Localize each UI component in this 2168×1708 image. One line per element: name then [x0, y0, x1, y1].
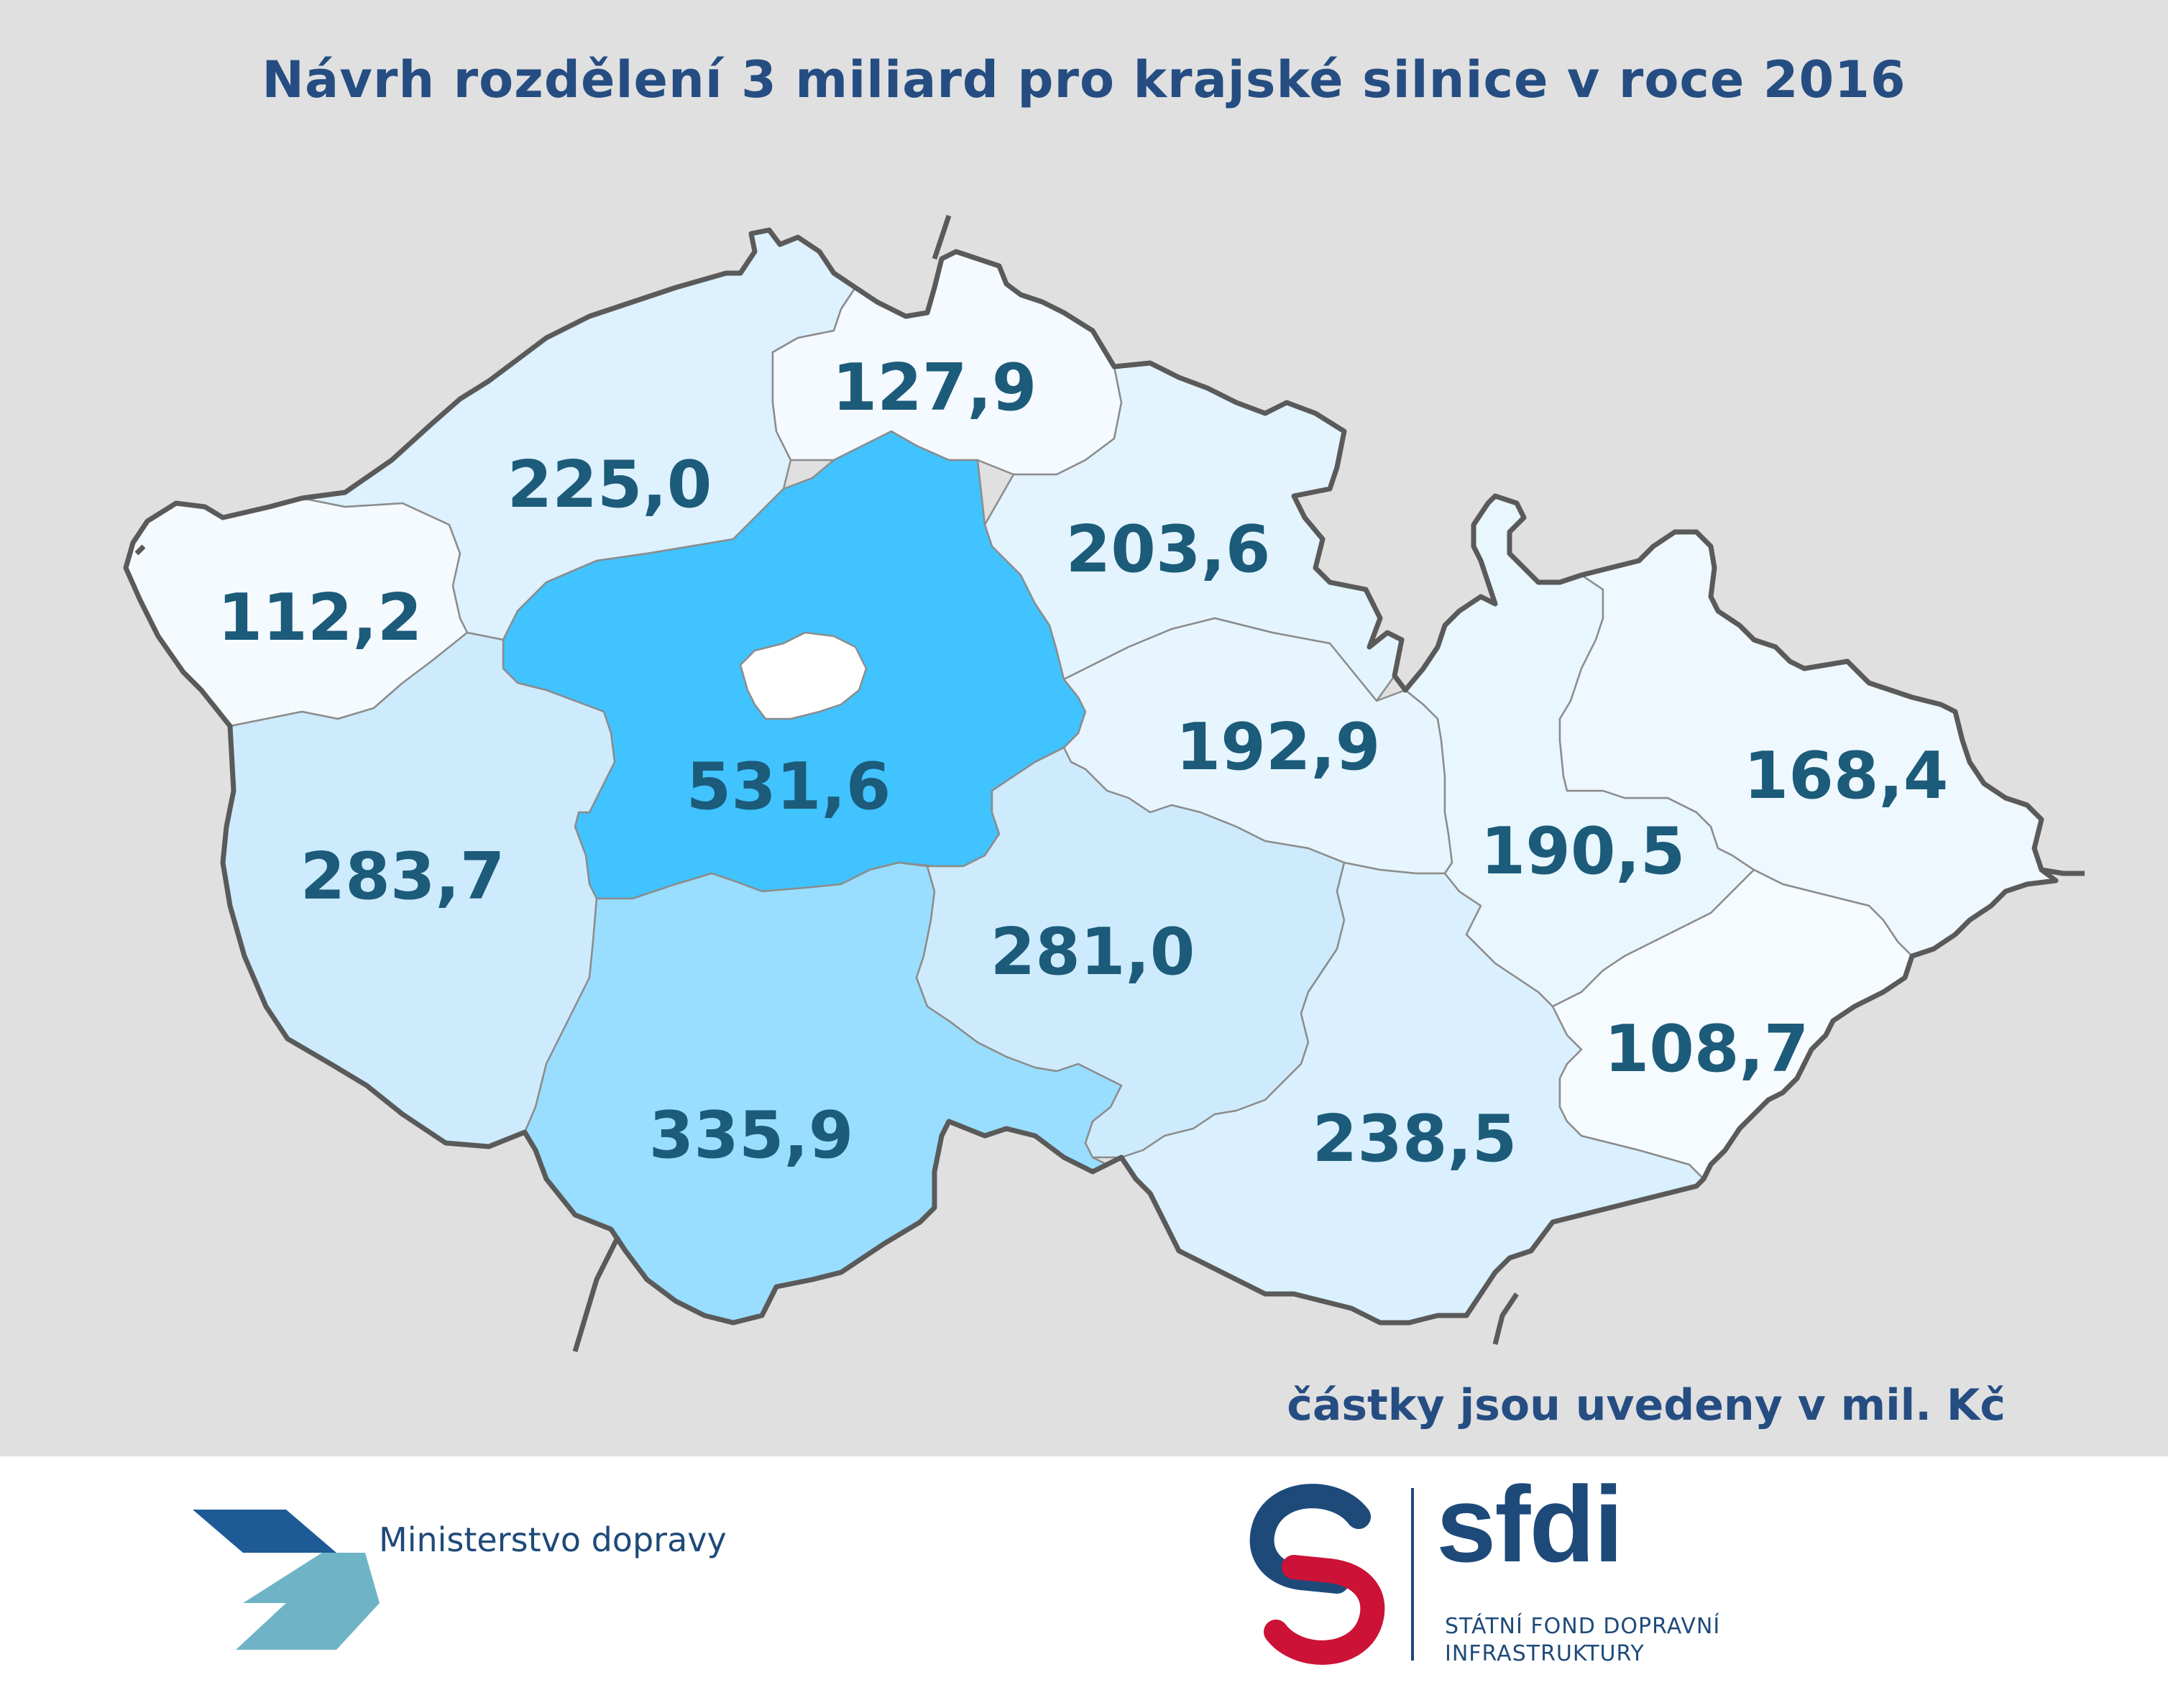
sfdi-subtitle-line2: INFRASTRUKTURY: [1445, 1641, 1645, 1666]
sfdi-logo-mark: [1249, 1484, 1385, 1665]
value-label-plzensky: 283,7: [300, 839, 505, 914]
value-label-jihocesky: 335,9: [649, 1098, 854, 1173]
region-praha: [739, 631, 868, 720]
region-map: 112,2 225,0 127,9 203,6 531,6 192,9 283,…: [123, 214, 2085, 1353]
sfdi-divider: [1411, 1488, 1414, 1661]
units-note: částky jsou uvedeny v mil. Kč: [1287, 1380, 2006, 1431]
value-label-stredocesky: 531,6: [686, 749, 891, 825]
neighbor-border-stub: [572, 1235, 621, 1353]
value-label-jihomoravsky: 238,5: [1313, 1101, 1517, 1177]
country-border: [123, 227, 2059, 1326]
value-label-liberecky: 127,9: [832, 350, 1037, 426]
ministry-logo-bottom-shape: [193, 1553, 380, 1650]
neighbor-border-stub: [932, 214, 952, 260]
sfdi-logo-red-arc: [1264, 1555, 1385, 1665]
sfdi-subtitle-line1: STÁTNÍ FOND DOPRAVNÍ: [1445, 1614, 1721, 1639]
value-label-kralovehradecky: 203,6: [1066, 512, 1271, 587]
value-label-olomoucky: 190,5: [1481, 814, 1686, 889]
value-label-zlinsky: 108,7: [1604, 1011, 1809, 1087]
ministry-logo: [193, 1510, 380, 1650]
sfdi-wordmark: sfdi: [1436, 1464, 1624, 1584]
value-label-ustecky: 225,0: [507, 447, 712, 523]
value-label-vysocina: 281,0: [991, 914, 1195, 990]
sfdi-logo-blue-arc: [1249, 1484, 1371, 1594]
neighbor-border-stub: [1492, 1293, 1519, 1345]
ministry-name: Ministerstvo dopravy: [379, 1520, 727, 1559]
value-label-moravskoslezsky: 168,4: [1744, 738, 1949, 814]
value-label-pardubicky: 192,9: [1176, 710, 1381, 785]
value-label-karlovarsky: 112,2: [218, 580, 423, 656]
ministry-logo-top-shape: [193, 1510, 336, 1553]
page-title: Návrh rozdělení 3 miliard pro krajské si…: [262, 50, 1906, 109]
neighbor-border-stub: [134, 544, 146, 556]
neighbor-border-stub: [2041, 867, 2085, 876]
